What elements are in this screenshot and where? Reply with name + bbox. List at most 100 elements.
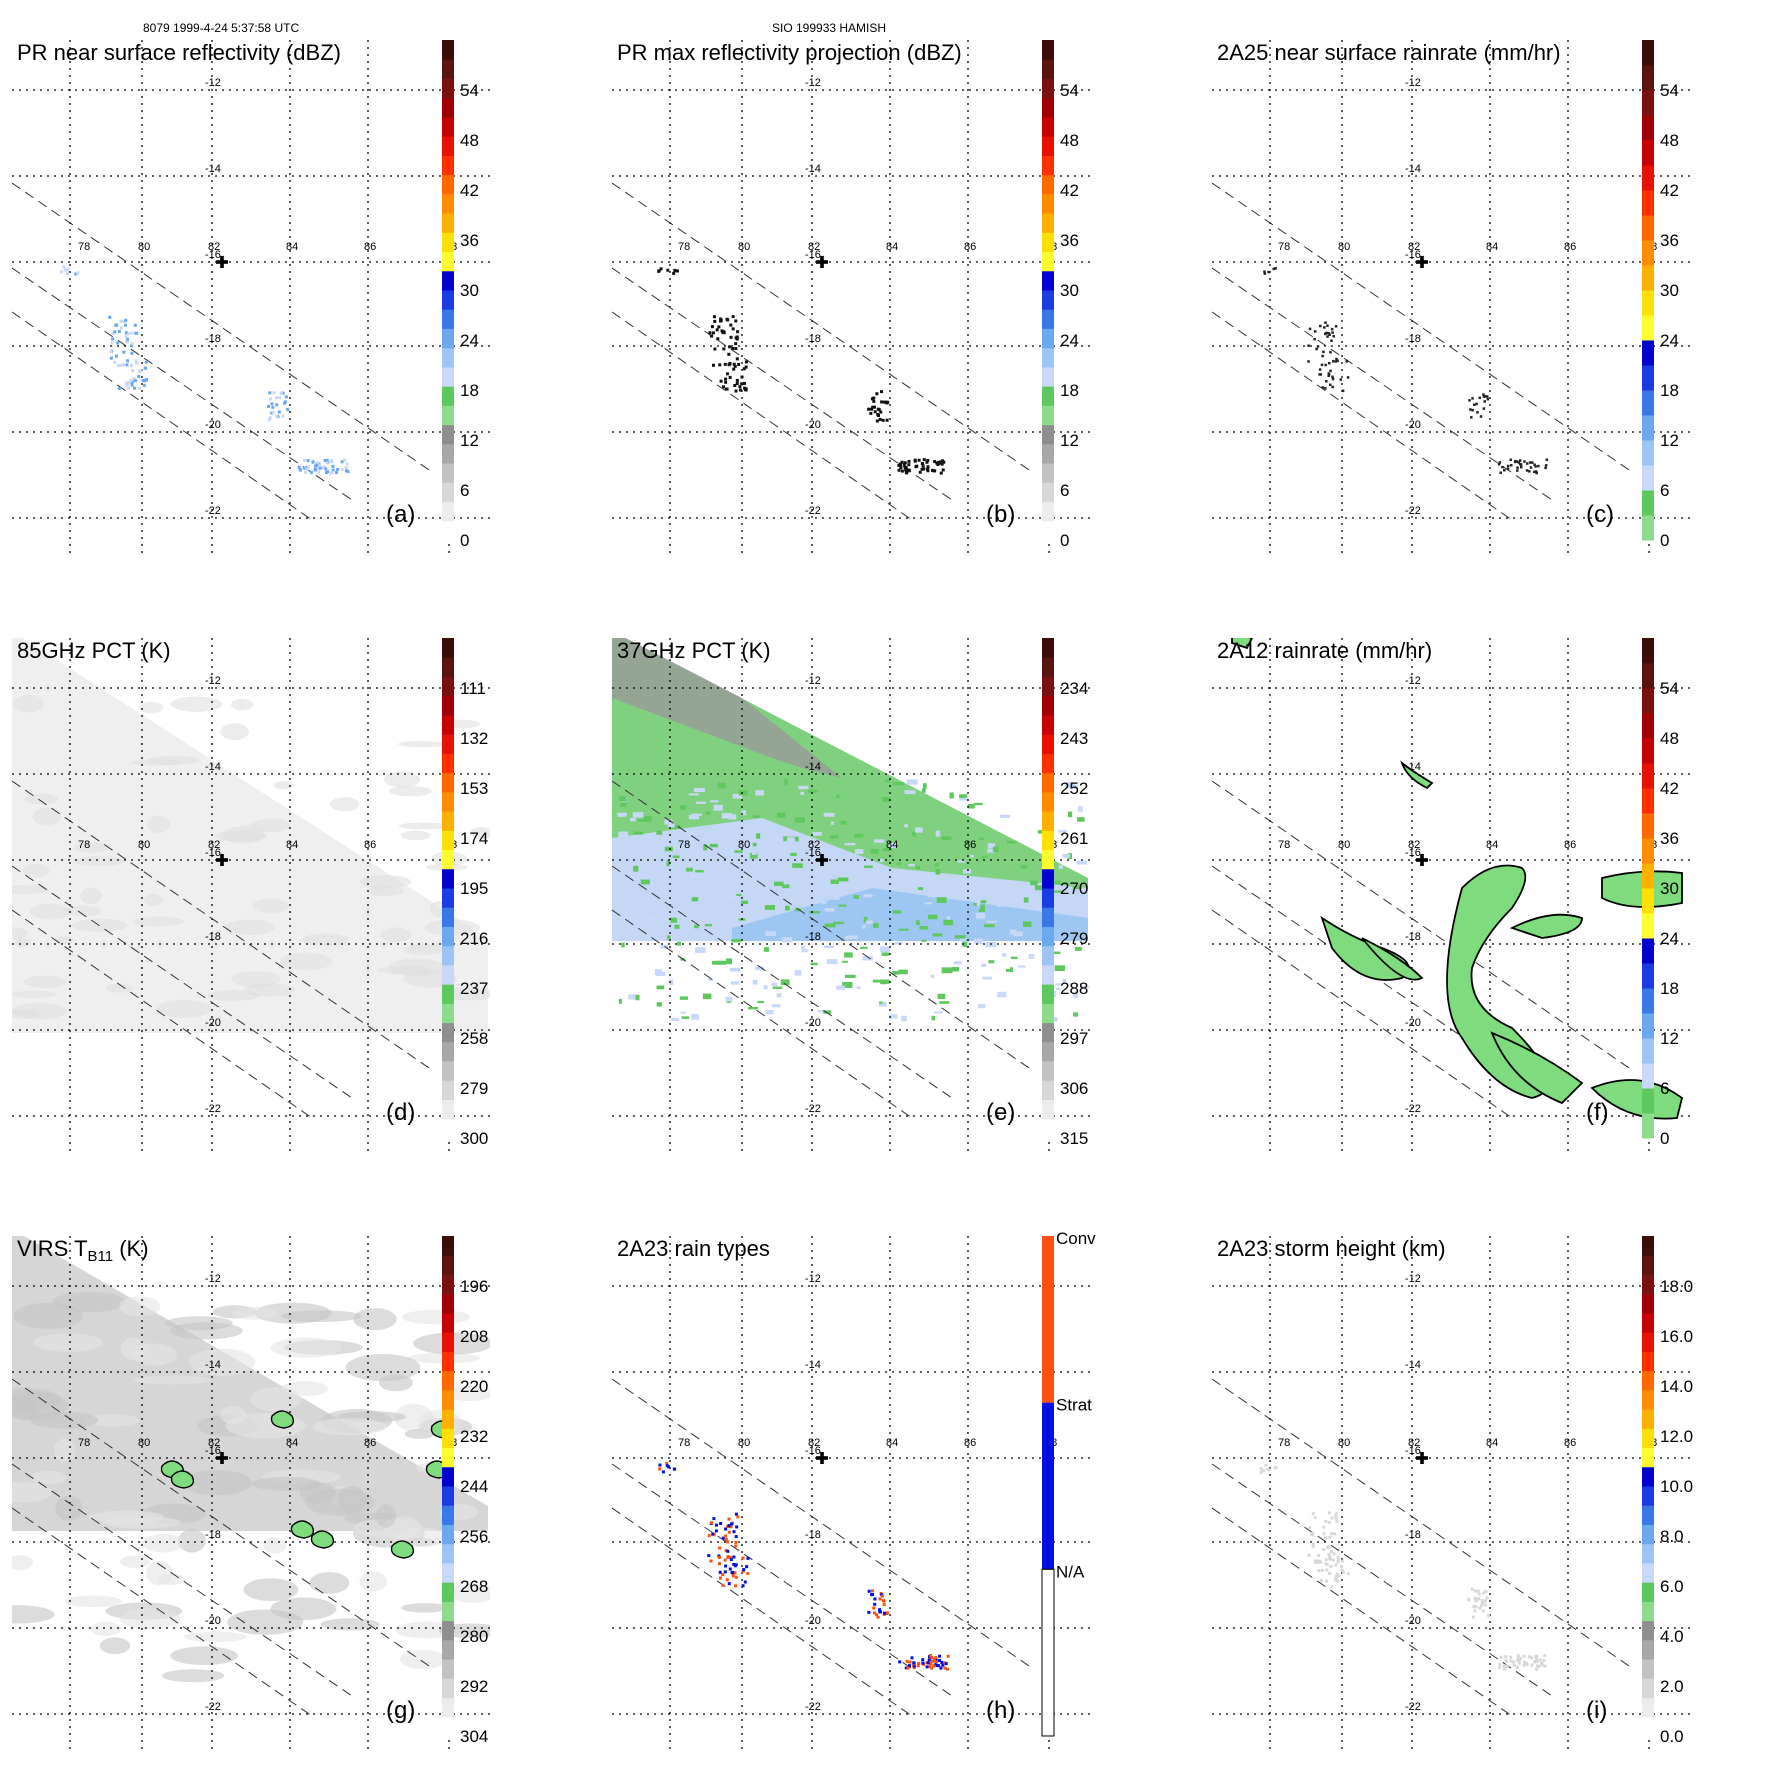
cb-seg xyxy=(1642,1428,1654,1449)
swath-pixel xyxy=(997,991,1007,998)
swath-pixel xyxy=(690,874,696,878)
cb-seg xyxy=(442,1003,454,1024)
echo-pixel xyxy=(134,359,138,363)
echo-pixel xyxy=(729,335,733,339)
swath-texture xyxy=(214,830,267,842)
echo-pixel xyxy=(125,363,129,367)
lat-tick: -22 xyxy=(205,1701,221,1713)
swath-pixel xyxy=(1000,814,1011,819)
panel-label-g: (g) xyxy=(386,1697,415,1724)
cb-seg xyxy=(442,964,454,985)
lon-tick: 82 xyxy=(208,1437,220,1449)
swath-pixel xyxy=(915,865,921,870)
swath-texture xyxy=(71,918,128,932)
cb-tick: 6 xyxy=(1660,481,1669,500)
echo-pixel xyxy=(712,363,716,367)
swath-texture xyxy=(29,903,72,920)
echo-pixel xyxy=(719,1522,723,1526)
panel-h: -12-14-16-18-20-227880828486882A23 rain … xyxy=(612,1229,1096,1751)
echo-pixel xyxy=(268,416,272,420)
swath-texture xyxy=(388,958,444,976)
echo-pixel xyxy=(1480,1603,1484,1607)
echo-pixel xyxy=(345,462,349,466)
swath-texture xyxy=(105,983,134,993)
cb-seg xyxy=(1042,868,1054,889)
cb-tick: 12 xyxy=(1660,431,1679,450)
echo-pixel xyxy=(1324,1519,1328,1523)
swath-texture xyxy=(89,1510,165,1525)
cb-tick: 12 xyxy=(1660,1029,1679,1048)
cb-seg xyxy=(1642,465,1654,491)
echo-pixel xyxy=(1324,332,1327,336)
echo-pixel xyxy=(1335,1572,1339,1576)
swath-pixel xyxy=(807,789,818,793)
cb-tick: 0 xyxy=(1660,1129,1669,1148)
cb-seg xyxy=(1042,328,1054,349)
cb-tick: 42 xyxy=(1660,779,1679,798)
echo-pixel xyxy=(1516,1658,1520,1662)
swath-pixel xyxy=(704,924,713,927)
swath-pixel xyxy=(688,793,699,796)
echo-pixel xyxy=(1482,1591,1486,1595)
echo-pixel xyxy=(926,1661,930,1665)
echo-pixel xyxy=(124,331,128,335)
swath-pixel xyxy=(707,978,713,981)
echo-pixel xyxy=(907,463,911,467)
lat-tick: -22 xyxy=(805,1103,821,1115)
swath-pixel xyxy=(780,979,790,986)
swath-texture xyxy=(378,1374,413,1392)
swath-pixel xyxy=(969,854,974,858)
swath-pixel xyxy=(734,850,743,853)
cb-seg xyxy=(1042,251,1054,272)
echo-pixel xyxy=(1315,347,1318,351)
echo-pixel xyxy=(1313,1516,1317,1520)
swath-pixel xyxy=(854,849,864,854)
echo-pixel xyxy=(1518,459,1522,462)
echo-pixel xyxy=(66,271,70,275)
echo-pixel xyxy=(734,336,738,340)
echo-pixel xyxy=(900,460,904,464)
swath-pixel xyxy=(643,816,652,822)
echo-pixel xyxy=(878,1597,882,1601)
echo-pixel xyxy=(1513,460,1517,464)
swath-pixel xyxy=(844,974,856,978)
echo-pixel xyxy=(881,418,885,422)
echo-pixel xyxy=(1335,1519,1339,1523)
cb-tick: 258 xyxy=(460,1029,488,1048)
cb-tick: 12 xyxy=(460,431,479,450)
cb-tick: 30 xyxy=(1660,879,1679,898)
swath-pixel xyxy=(710,800,719,803)
echo-pixel xyxy=(726,1549,730,1553)
swath-pixel xyxy=(893,782,905,786)
echo-pixel xyxy=(1327,361,1331,365)
echo-pixel xyxy=(1267,270,1270,274)
echo-pixel xyxy=(729,1525,733,1529)
lat-tick: -16 xyxy=(1405,249,1421,261)
lon-tick: 80 xyxy=(1338,241,1350,253)
swath-pixel xyxy=(1054,890,1063,893)
swath-pixel xyxy=(872,979,884,983)
echo-pixel xyxy=(927,1658,931,1662)
swath-pixel xyxy=(904,824,909,828)
echo-pixel xyxy=(1330,1550,1334,1554)
swath-pixel xyxy=(771,982,778,987)
echo-pixel xyxy=(716,337,720,341)
swath-texture xyxy=(399,1649,447,1669)
swath-pixel xyxy=(1055,983,1061,986)
swath-pixel xyxy=(932,933,943,937)
swath-texture xyxy=(398,822,449,830)
swath-pixel xyxy=(632,812,644,818)
swath-pixel xyxy=(669,979,674,985)
echo-pixel xyxy=(1471,1615,1475,1619)
echo-pixel xyxy=(734,389,738,393)
echo-pixel xyxy=(938,1654,942,1658)
echo-pixel xyxy=(1529,461,1532,464)
echo-pixel xyxy=(870,397,874,401)
echo-pixel xyxy=(1533,1660,1537,1664)
map-c: -12-14-16-18-20-22788082848688 xyxy=(1212,40,1690,555)
echo-pixel xyxy=(939,471,943,475)
echo-pixel xyxy=(940,1660,944,1664)
swath-pixel xyxy=(680,805,687,810)
cb-tick: 30 xyxy=(1060,281,1079,300)
cross-icon xyxy=(1416,1452,1428,1464)
